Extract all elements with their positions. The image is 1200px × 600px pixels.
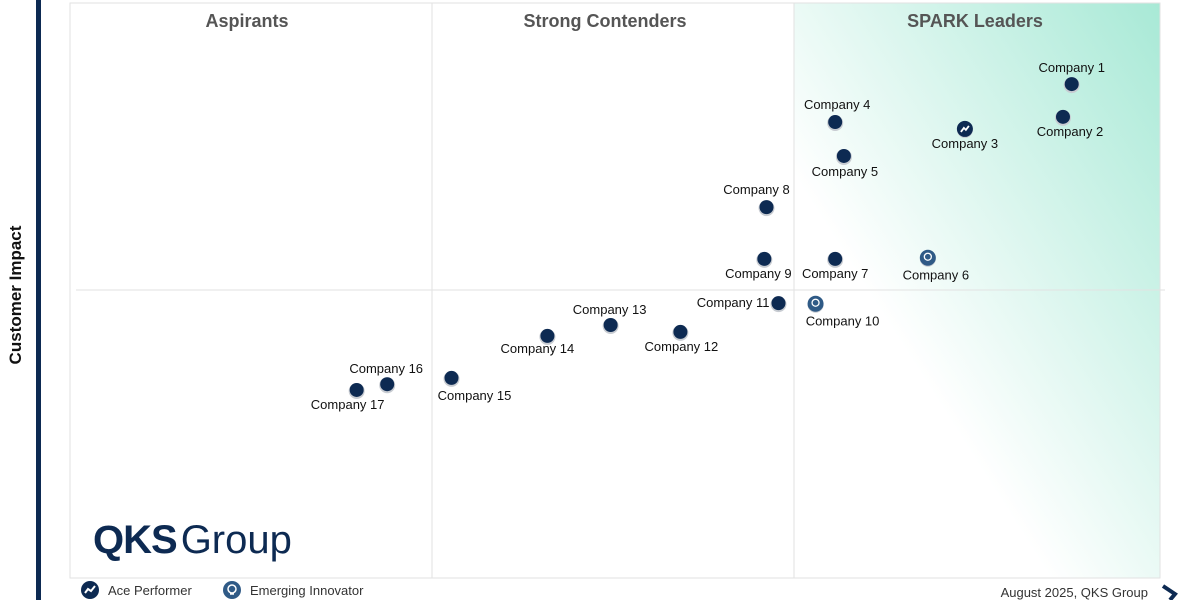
point-label: Company 10: [806, 314, 880, 329]
point-label: Company 17: [311, 397, 385, 412]
data-point-12[interactable]: [673, 324, 688, 339]
data-point-15[interactable]: [444, 370, 459, 385]
data-point-1[interactable]: [1064, 77, 1079, 92]
corner-arrow-icon: [1161, 584, 1178, 600]
left-accent-bar: [36, 0, 41, 600]
quadrant-title-strong-contenders: Strong Contenders: [523, 11, 686, 31]
data-point-11[interactable]: [771, 296, 786, 311]
lightbulb-icon: [223, 581, 241, 599]
point-label: Company 3: [932, 136, 998, 151]
point-label: Company 6: [903, 268, 969, 283]
qks-group-logo: QKS Group: [93, 518, 292, 562]
point-label: Company 9: [725, 266, 791, 281]
point-label: Company 8: [723, 182, 789, 197]
data-point-14[interactable]: [540, 328, 555, 343]
data-point-13[interactable]: [603, 318, 618, 332]
quadrant-title-aspirants: Aspirants: [205, 11, 288, 31]
trend-line-icon: [81, 581, 99, 599]
legend-label: Ace Performer: [108, 582, 192, 598]
point-label: Company 12: [645, 339, 719, 354]
point-label: Company 13: [573, 302, 647, 317]
data-point-5[interactable]: [836, 148, 851, 163]
legend-ace-performer: Ace Performer: [80, 580, 192, 600]
point-label: Company 15: [438, 388, 512, 403]
point-label: Company 16: [349, 361, 423, 376]
data-point-17[interactable]: [349, 382, 364, 397]
data-point-9[interactable]: [757, 251, 772, 266]
data-point-8[interactable]: [759, 200, 774, 215]
data-point-10[interactable]: [807, 295, 824, 312]
point-label: Company 11: [697, 295, 770, 310]
point-label: Company 4: [804, 97, 870, 112]
point-label: Company 2: [1037, 124, 1103, 139]
legend-label: Emerging Innovator: [250, 582, 364, 598]
point-label: Company 14: [501, 341, 575, 356]
trend-line-icon: [960, 125, 970, 133]
lightbulb-icon: [811, 298, 820, 307]
footer-date-source: August 2025, QKS Group: [1000, 585, 1148, 600]
data-point-7[interactable]: [828, 251, 843, 266]
point-label: Company 1: [1038, 60, 1104, 75]
data-point-2[interactable]: [1055, 109, 1070, 124]
quadrant-title-spark-leaders: SPARK Leaders: [907, 11, 1043, 31]
point-label: Company 5: [812, 164, 878, 179]
data-point-4[interactable]: [828, 115, 843, 130]
data-point-16[interactable]: [380, 377, 395, 392]
point-label: Company 7: [802, 266, 868, 281]
legend-emerging-innovator: Emerging Innovator: [222, 580, 363, 600]
data-point-6[interactable]: [919, 249, 936, 266]
lightbulb-icon: [923, 252, 932, 261]
